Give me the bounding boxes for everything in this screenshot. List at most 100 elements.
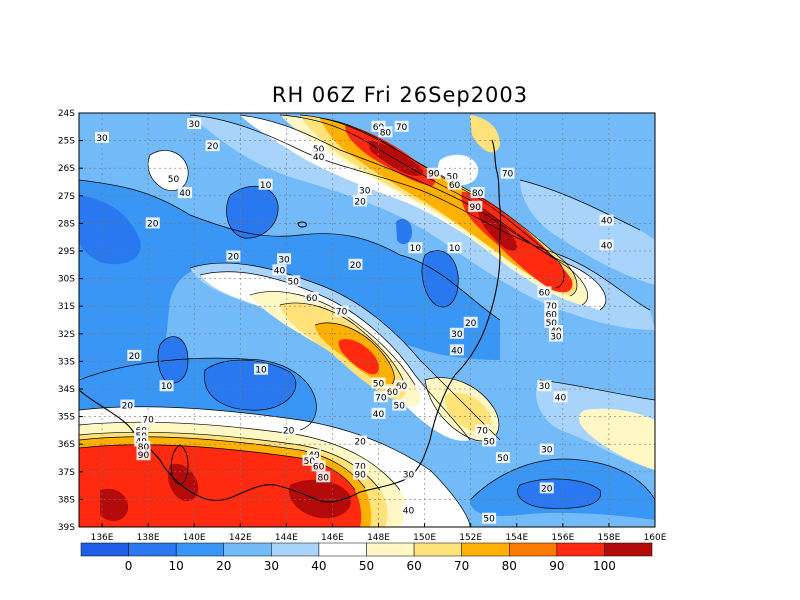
rh-zone-20-west: [79, 180, 500, 378]
contour-label: 40: [373, 410, 385, 420]
contour-label-bg: [408, 242, 423, 254]
contour-label: 20: [354, 437, 366, 447]
contour-label: 30: [403, 471, 415, 481]
y-tick-label: 24S: [58, 109, 75, 119]
contour-label: 50: [447, 172, 459, 182]
contour-label-bg: [599, 239, 614, 251]
x-tick-label: 144E: [275, 533, 298, 543]
contour-label-bg: [447, 242, 462, 254]
rh-zone-10-f: [517, 478, 601, 509]
contour-label: 60: [387, 388, 399, 398]
contour-label: 60: [546, 310, 558, 320]
contour-label: 50: [483, 515, 495, 525]
contour-label: 30: [541, 446, 553, 456]
contour-label: 70: [336, 308, 348, 318]
contour-label: 70: [502, 170, 514, 180]
contour-label-bg: [136, 449, 151, 461]
rh-zone-max-5: [100, 488, 129, 522]
contour-lines: [79, 114, 655, 527]
contour-label: 80: [472, 189, 484, 199]
contour-label-bg: [373, 391, 388, 403]
contour-label-bg: [272, 264, 287, 276]
x-tick-label: 160E: [644, 533, 667, 543]
colorbar-swatch: [604, 542, 653, 557]
contour-label-bg: [254, 363, 269, 375]
contour-label-bg: [141, 413, 156, 425]
contour-label: 40: [274, 266, 286, 276]
map-title: RH 06Z Fri 26Sep2003: [271, 83, 529, 107]
x-tick-label: 138E: [137, 533, 160, 543]
colorbar-label: 60: [406, 559, 421, 573]
rh-zone-10-northwest: [79, 195, 141, 265]
rh-zone-10-d: [204, 360, 296, 411]
rh-zone-70-east-blob: [444, 392, 492, 432]
rh-zone-60-far-east: [578, 408, 655, 470]
contour-label: 20: [283, 426, 295, 436]
contour-label: 10: [161, 382, 173, 392]
contour-label: 20: [541, 484, 553, 494]
contour-label-bg: [599, 214, 614, 226]
rh-zone-10-a: [226, 186, 279, 239]
contour-label-bg: [145, 217, 160, 229]
colorbar-label: 70: [454, 559, 469, 573]
map-plot-area: [79, 113, 655, 527]
contour-label-bg: [394, 120, 409, 132]
tasmania-outline: [170, 444, 189, 485]
contour-label-bg: [500, 167, 515, 179]
contour-label: 20: [465, 319, 477, 329]
contour-label-bg: [348, 258, 363, 270]
contour-label-bg: [470, 187, 485, 199]
contour-label: 20: [147, 219, 159, 229]
contour-label-bg: [286, 275, 301, 287]
colorbar-label: 20: [216, 559, 231, 573]
contour-label-bg: [316, 471, 331, 483]
contour-label-bg: [353, 195, 368, 207]
contour-label-bg: [120, 399, 135, 411]
contour-label: 40: [601, 217, 613, 227]
contour-label: 70: [375, 393, 387, 403]
contour-label-bg: [334, 305, 349, 317]
contour-label-bg: [539, 482, 554, 494]
colorbar-label: 10: [169, 559, 184, 573]
contour-label: 60: [306, 294, 318, 304]
contour-labels: 3030205040102050406070809050607030208090…: [95, 118, 614, 525]
contour-label-bg: [544, 300, 559, 312]
contour-label: 30: [188, 120, 200, 130]
y-tick-label: 25S: [58, 137, 75, 147]
contour-label-bg: [159, 380, 174, 392]
contour-label: 80: [317, 473, 329, 483]
y-tick-label: 32S: [58, 330, 75, 340]
contour-label-bg: [353, 460, 368, 472]
island-small: [297, 221, 307, 228]
contour-label: 20: [350, 261, 362, 271]
y-tick-label: 38S: [58, 495, 75, 505]
contour-label-bg: [371, 120, 386, 132]
contour-label: 60: [449, 181, 461, 191]
contour-label: 30: [451, 330, 463, 340]
contour-label: 50: [304, 457, 316, 467]
contour-label-bg: [537, 380, 552, 392]
rh-zone-90-center: [338, 339, 379, 375]
contour-label: 60: [313, 462, 325, 472]
y-tick-label: 31S: [58, 302, 75, 312]
contour-label-bg: [463, 316, 478, 328]
contour-label-bg: [394, 380, 409, 392]
y-tick-label: 33S: [58, 357, 75, 367]
contour-label-bg: [302, 454, 317, 466]
colorbar-swatch: [509, 542, 558, 557]
contour-label-bg: [134, 435, 149, 447]
contour-label-bg: [134, 429, 149, 441]
contour-label-bg: [468, 200, 483, 212]
colorbar-label: 80: [502, 559, 517, 573]
rh-zone-10-c: [396, 218, 412, 245]
contour-label: 80: [138, 443, 150, 453]
contour-label-bg: [258, 178, 273, 190]
x-tick-label: 158E: [597, 533, 620, 543]
y-tick-label: 34S: [58, 385, 75, 395]
contour-label: 40: [555, 393, 567, 403]
contour-label: 80: [380, 128, 392, 138]
contour-label-bg: [205, 140, 220, 152]
contour-label-bg: [392, 399, 407, 411]
colorbar-label: 90: [549, 559, 564, 573]
contour-label-bg: [537, 286, 552, 298]
